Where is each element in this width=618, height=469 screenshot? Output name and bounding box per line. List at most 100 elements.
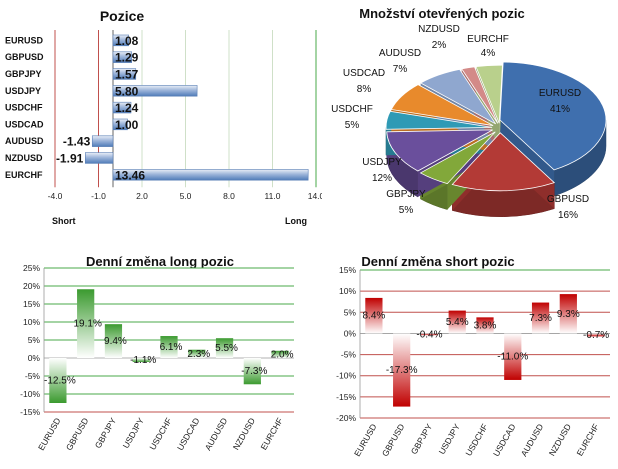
long-change-chart-panel: Denní změna long pozic 25% 20% 15% 10% 5% 0% -5… <box>0 248 310 464</box>
y-tick-label: 5% <box>28 335 41 345</box>
x-tick-label: 11.0 <box>265 191 281 201</box>
category-label-usdjpy: USDJPY <box>5 86 41 96</box>
x-tick-label-nzdusd: NZDUSD <box>231 416 257 452</box>
data-label-gbpusd: 19.1% <box>73 319 101 330</box>
x-tick-label: 8.0 <box>223 191 235 201</box>
pie-value-gbpjpy: 5% <box>399 205 414 216</box>
y-tick-label: -20% <box>336 413 356 423</box>
x-tick-label-usdjpy: USDJPY <box>121 416 147 450</box>
x-tick-label: -1.0 <box>91 191 106 201</box>
data-label-gbpusd: 1.29 <box>115 51 139 65</box>
pie-label-gbpjpy: GBPJPY <box>386 189 426 200</box>
data-label-eurusd: -12.5% <box>44 376 76 387</box>
x-tick-label-eurusd: EURUSD <box>36 416 63 452</box>
short-change-chart: Denní změna short pozic15%10%5%0%-5%-10%… <box>310 248 618 464</box>
y-tick-label: -15% <box>336 392 356 402</box>
chart-title: Denní změna short pozic <box>361 254 514 269</box>
data-label-eurchf: -0.7% <box>583 330 609 341</box>
data-label-nzdusd: -1.91 <box>56 152 84 166</box>
x-tick-label-audusd: AUDUSD <box>203 416 230 452</box>
category-label-gbpjpy: GBPJPY <box>5 69 42 79</box>
data-label-gbpjpy: 1.57 <box>115 68 139 82</box>
data-label-nzdusd: 9.3% <box>557 309 580 320</box>
data-label-eurusd: 1.08 <box>115 34 139 48</box>
pie-value-usdjpy: 12% <box>372 173 392 184</box>
open-positions-pie-chart: Množství otevřených pozicEURUSD41%GBPUSD… <box>322 0 618 232</box>
category-label-nzdusd: NZDUSD <box>5 153 43 163</box>
long-change-chart: Denní změna long pozic 25% 20% 15% 10% 5% 0% -5… <box>0 248 310 464</box>
data-label-usdcad: -11.0% <box>497 352 528 363</box>
y-tick-label: 15% <box>339 265 356 275</box>
x-tick-label: 5.0 <box>180 191 192 201</box>
x-tick-label-audusd: AUDUSD <box>519 422 546 458</box>
category-label-audusd: AUDUSD <box>5 136 44 146</box>
x-tick-label-gbpjpy: GBPJPY <box>93 416 119 450</box>
bar-nzdusd <box>85 153 113 164</box>
data-label-usdcad: 2.3% <box>187 349 210 360</box>
x-tick-label: -4.0 <box>48 191 63 201</box>
data-label-audusd: 7.3% <box>529 313 552 324</box>
pie-label-gbpusd: GBPUSD <box>547 194 589 205</box>
data-label-audusd: 5.5% <box>215 343 238 354</box>
chart-title: Množství otevřených pozic <box>359 6 524 21</box>
pie-label-audusd: AUDUSD <box>379 48 421 59</box>
pie-label-usdjpy: USDJPY <box>362 157 402 168</box>
y-tick-label: -5% <box>341 350 357 360</box>
y-tick-label: 5% <box>344 307 357 317</box>
data-label-gbpjpy: -0.4% <box>416 329 442 340</box>
y-tick-label: 0% <box>344 328 357 338</box>
bar-audusd <box>92 136 113 147</box>
pie-value-usdcad: 8% <box>357 84 372 95</box>
category-label-eurusd: EURUSD <box>5 35 44 45</box>
category-label-usdchf: USDCHF <box>5 103 43 113</box>
short-label: Short <box>52 216 76 226</box>
x-tick-label-usdchf: USDCHF <box>147 416 173 452</box>
data-label-audusd: -1.43 <box>63 135 91 149</box>
data-label-usdjpy: 5.80 <box>115 84 139 98</box>
positions-chart: Pozice -4.0 -1.0 2.0 5.0 8.0 11.0 14.0 EURUSD 1.0… <box>0 0 322 230</box>
x-tick-label-eurusd: EURUSD <box>352 422 379 458</box>
y-tick-label: -15% <box>20 407 40 417</box>
pie-value-nzdusd: 2% <box>432 40 447 51</box>
x-tick-label-eurchf: EURCHF <box>258 416 284 452</box>
data-label-usdchf: 6.1% <box>160 342 183 353</box>
category-label-usdcad: USDCAD <box>5 119 44 129</box>
pie-label-usdchf: USDCHF <box>331 104 373 115</box>
x-tick-label-eurchf: EURCHF <box>574 422 600 458</box>
data-label-usdchf: 1.24 <box>115 101 139 115</box>
x-tick-label-usdchf: USDCHF <box>463 422 489 458</box>
data-label-usdjpy: 5.4% <box>446 317 469 328</box>
data-label-eurchf: 13.46 <box>115 168 145 182</box>
y-tick-label: 10% <box>339 286 356 296</box>
pie-label-eurchf: EURCHF <box>467 34 509 45</box>
pie-value-usdchf: 5% <box>345 120 360 131</box>
data-label-gbpjpy: 9.4% <box>104 336 127 347</box>
x-tick-label-usdjpy: USDJPY <box>437 422 463 456</box>
y-tick-label: 15% <box>23 299 40 309</box>
x-tick-label-nzdusd: NZDUSD <box>547 422 573 458</box>
x-tick-label-gbpjpy: GBPJPY <box>409 422 435 456</box>
x-tick-label-usdcad: USDCAD <box>491 422 518 458</box>
x-tick-label: 2.0 <box>136 191 148 201</box>
pie-value-eurchf: 4% <box>481 48 496 59</box>
y-tick-label: 10% <box>23 317 40 327</box>
data-label-usdchf: 3.8% <box>474 320 497 331</box>
x-tick-label-usdcad: USDCAD <box>175 416 202 452</box>
y-tick-label: 20% <box>23 281 40 291</box>
data-label-gbpusd: -17.3% <box>386 365 418 376</box>
x-tick-label: 14.0 <box>308 191 322 201</box>
data-label-eurusd: 8.4% <box>362 311 385 322</box>
pie-label-eurusd: EURUSD <box>539 88 581 99</box>
chart-title: Pozice <box>100 8 145 24</box>
category-label-gbpusd: GBPUSD <box>5 52 44 62</box>
data-label-usdjpy: -1.1% <box>130 355 156 366</box>
y-tick-label: 25% <box>23 263 40 273</box>
long-label: Long <box>285 216 307 226</box>
data-label-usdcad: 1.00 <box>115 118 139 132</box>
y-tick-label: 0% <box>28 353 41 363</box>
pie-label-usdcad: USDCAD <box>343 68 385 79</box>
y-tick-label: -5% <box>25 371 41 381</box>
y-tick-label: -10% <box>20 389 40 399</box>
category-label-eurchf: EURCHF <box>5 170 43 180</box>
chart-title: Denní změna long pozic <box>86 254 234 269</box>
